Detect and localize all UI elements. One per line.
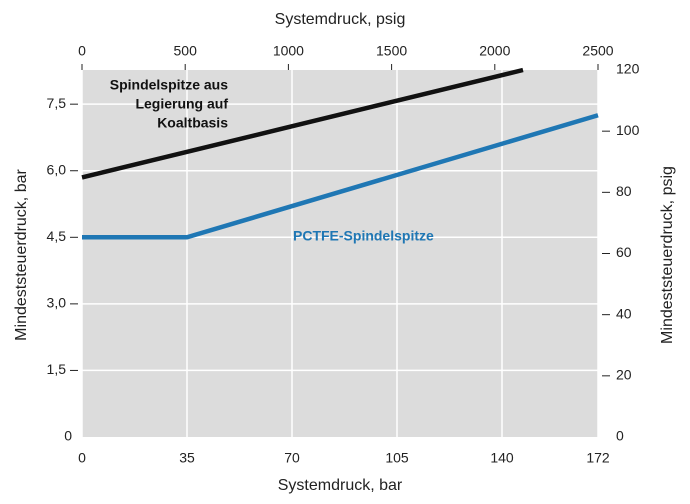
- y-tick-label: 1,5: [47, 361, 67, 377]
- y2-axis-label: Mindeststeuerdruck, psig: [659, 166, 676, 344]
- y2-tick-label: 0: [616, 428, 624, 444]
- y2-tick-label: 80: [616, 183, 632, 199]
- series-line: [81, 67, 524, 180]
- annotation: Legierung auf: [135, 96, 228, 112]
- y2-tick-label: 60: [616, 244, 632, 260]
- x2-tick-label: 1500: [376, 43, 407, 59]
- y-axis-label: Mindeststeuerdruck, bar: [13, 169, 30, 341]
- y2-tick-label: 40: [616, 305, 632, 321]
- x2-tick-label: 2000: [479, 43, 510, 59]
- y2-tick-label: 120: [616, 61, 640, 77]
- plot-area: [82, 70, 598, 437]
- y2-tick-label: 100: [616, 122, 640, 138]
- annotation: Koaltbasis: [157, 115, 228, 131]
- y-tick-label: 0: [64, 428, 72, 444]
- annotation: Spindelspitze aus: [110, 77, 228, 93]
- x-tick-label: 70: [284, 450, 300, 466]
- x-axis-label: Systemdruck, bar: [278, 477, 403, 494]
- x-tick-label: 140: [490, 450, 514, 466]
- x2-tick-label: 1000: [273, 43, 304, 59]
- x2-tick-label: 500: [174, 43, 198, 59]
- annotation: PCTFE-Spindelspitze: [293, 228, 434, 244]
- x-tick-label: 172: [586, 450, 610, 466]
- y2-tick-label: 20: [616, 367, 632, 383]
- y-tick-label: 6,0: [47, 161, 67, 177]
- y-tick-label: 4,5: [47, 228, 67, 244]
- x-tick-label: 105: [385, 450, 409, 466]
- y-tick-label: 3,0: [47, 295, 67, 311]
- x2-axis-label: Systemdruck, psig: [275, 11, 406, 28]
- x-tick-label: 35: [179, 450, 195, 466]
- series-line: [82, 113, 599, 240]
- x2-tick-label: 2500: [582, 43, 613, 59]
- y-tick-label: 7,5: [47, 95, 67, 111]
- x2-tick-label: 0: [78, 43, 86, 59]
- x-tick-label: 0: [78, 450, 86, 466]
